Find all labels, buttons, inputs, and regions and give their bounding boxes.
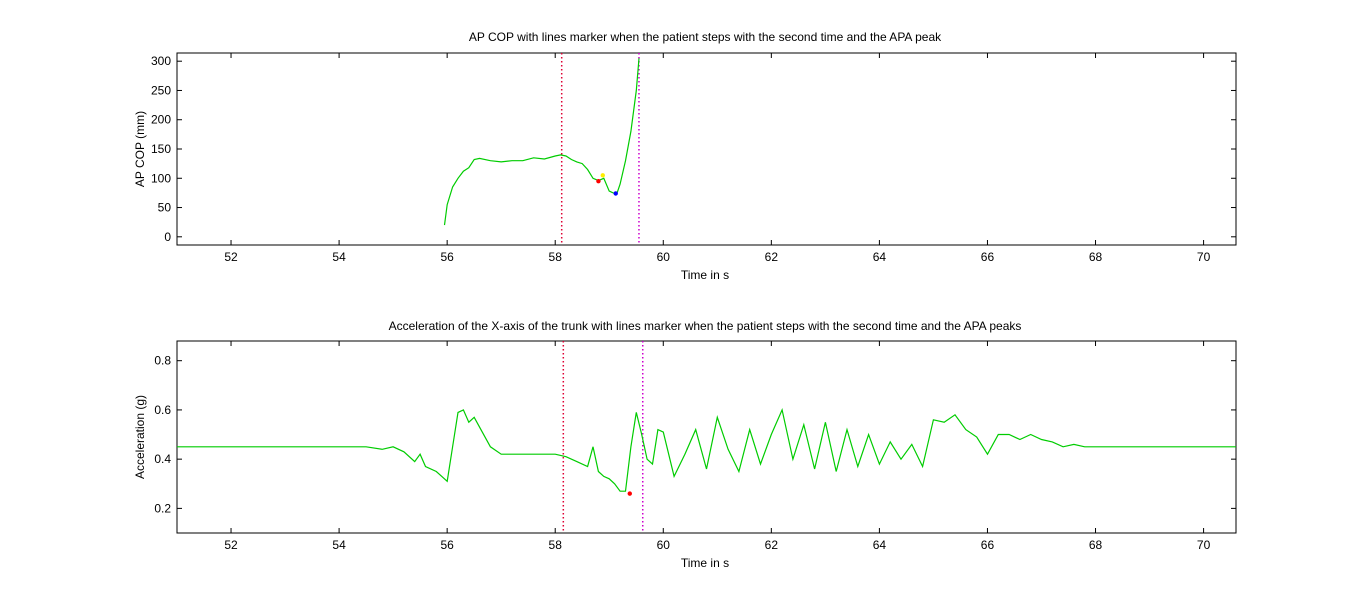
- chart-2-plot-area: [176, 340, 1237, 534]
- x-tick-label: 64: [873, 538, 887, 552]
- chart-1-peak-markers: [596, 173, 618, 196]
- x-tick-label: 66: [981, 250, 995, 264]
- x-tick-label: 62: [765, 250, 779, 264]
- chart-1-marker-lines: [560, 53, 640, 245]
- x-tick-label: 60: [657, 538, 671, 552]
- x-tick-label: 58: [549, 538, 563, 552]
- chart-1-ylabel: AP COP (mm): [133, 111, 147, 187]
- chart-1-xlabel: Time in s: [681, 268, 729, 282]
- x-tick-label: 66: [981, 538, 995, 552]
- y-tick-label: 300: [151, 54, 171, 68]
- chart-2-ticks: 52 54 56 58 60 62 64 66 68 70 0.2 0.4 0.6 0.8: [154, 341, 1236, 552]
- y-tick-label: 250: [151, 83, 171, 97]
- chart-2-xlabel: Time in s: [681, 556, 729, 570]
- x-tick-label: 52: [224, 538, 238, 552]
- peak-marker: [600, 173, 605, 178]
- series-line: [177, 407, 1236, 492]
- y-tick-label: 0.6: [154, 403, 171, 417]
- x-tick-label: 58: [549, 250, 563, 264]
- y-tick-label: 0: [164, 230, 171, 244]
- x-tick-label: 68: [1089, 250, 1103, 264]
- y-tick-label: 150: [151, 142, 171, 156]
- chart-2-title: Acceleration of the X-axis of the trunk …: [389, 319, 1022, 333]
- y-tick-label: 200: [151, 113, 171, 127]
- x-tick-label: 70: [1197, 250, 1211, 264]
- y-tick-label: 50: [158, 201, 172, 215]
- chart-1: AP COP with lines marker when the patien…: [133, 30, 1237, 282]
- y-tick-label: 0.8: [154, 354, 171, 368]
- chart-2-ylabel: Acceleration (g): [133, 395, 147, 479]
- peak-marker: [627, 491, 632, 496]
- x-tick-label: 64: [873, 250, 887, 264]
- chart-2: Acceleration of the X-axis of the trunk …: [133, 319, 1237, 570]
- x-tick-label: 54: [332, 538, 346, 552]
- x-tick-label: 56: [440, 250, 454, 264]
- x-tick-label: 54: [332, 250, 346, 264]
- x-tick-label: 68: [1089, 538, 1103, 552]
- y-tick-label: 100: [151, 171, 171, 185]
- x-tick-label: 52: [224, 250, 238, 264]
- chart-1-plot-area: [176, 52, 1237, 246]
- peak-marker: [613, 191, 618, 196]
- chart-2-peak-markers: [627, 491, 632, 496]
- y-tick-label: 0.4: [154, 452, 171, 466]
- x-tick-label: 56: [440, 538, 454, 552]
- peak-marker: [596, 178, 601, 184]
- y-tick-label: 0.2: [154, 501, 171, 515]
- x-tick-label: 62: [765, 538, 779, 552]
- chart-1-ticks: 52 54 56 58 60 62 64 66 68 70 0 50 100 150 200 250 300: [151, 53, 1236, 264]
- x-tick-label: 60: [657, 250, 671, 264]
- chart-2-series: [177, 407, 1236, 492]
- chart-1-title: AP COP with lines marker when the patien…: [469, 30, 942, 44]
- x-tick-label: 70: [1197, 538, 1211, 552]
